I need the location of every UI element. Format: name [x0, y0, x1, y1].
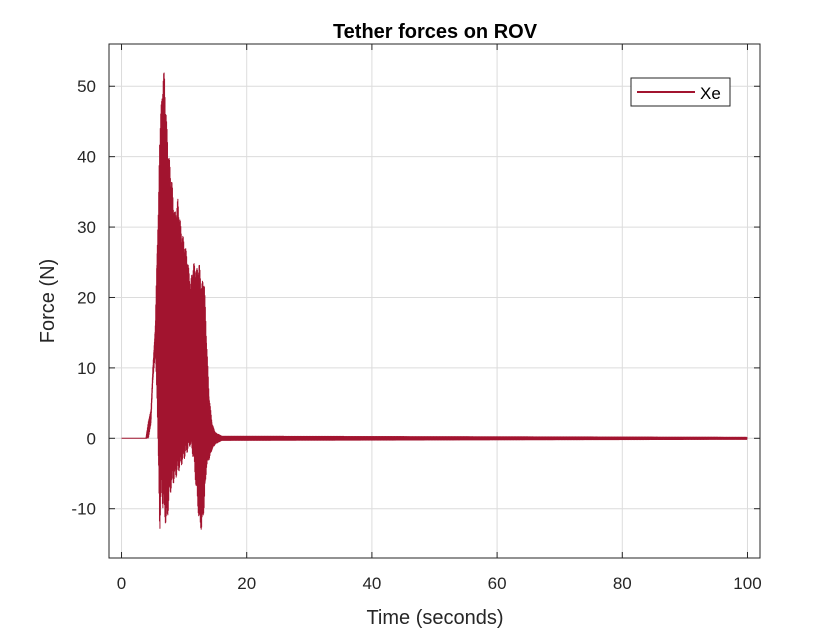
y-tick-label: -10: [71, 500, 96, 519]
x-tick-label: 0: [117, 574, 126, 593]
x-tick-labels: 0 20 40 60 80 100: [117, 574, 762, 593]
legend: Xe: [630, 77, 731, 107]
y-tick-labels: -10 0 10 20 30 40 50: [71, 77, 96, 518]
plot-area: [109, 44, 760, 558]
y-axis-label: Force (N): [37, 259, 59, 343]
y-tick-label: 50: [77, 77, 96, 96]
plot-frame: [108, 43, 761, 559]
series-layer: [121, 72, 748, 530]
x-axis-label: Time (seconds): [366, 607, 503, 629]
y-tick-label: 0: [87, 429, 96, 448]
x-tick-label: 80: [613, 574, 632, 593]
tick-marks: [109, 44, 760, 558]
x-tick-label: 100: [733, 574, 761, 593]
y-tick-label: 20: [77, 288, 96, 307]
x-tick-label: 40: [362, 574, 381, 593]
chart-title: Tether forces on ROV: [333, 21, 538, 43]
y-tick-label: 10: [77, 359, 96, 378]
y-tick-label: 40: [77, 148, 96, 167]
series-line-xe: [121, 72, 748, 530]
x-tick-label: 60: [488, 574, 507, 593]
y-tick-label: 30: [77, 218, 96, 237]
legend-label-xe: Xe: [700, 84, 721, 103]
x-tick-label: 20: [237, 574, 256, 593]
